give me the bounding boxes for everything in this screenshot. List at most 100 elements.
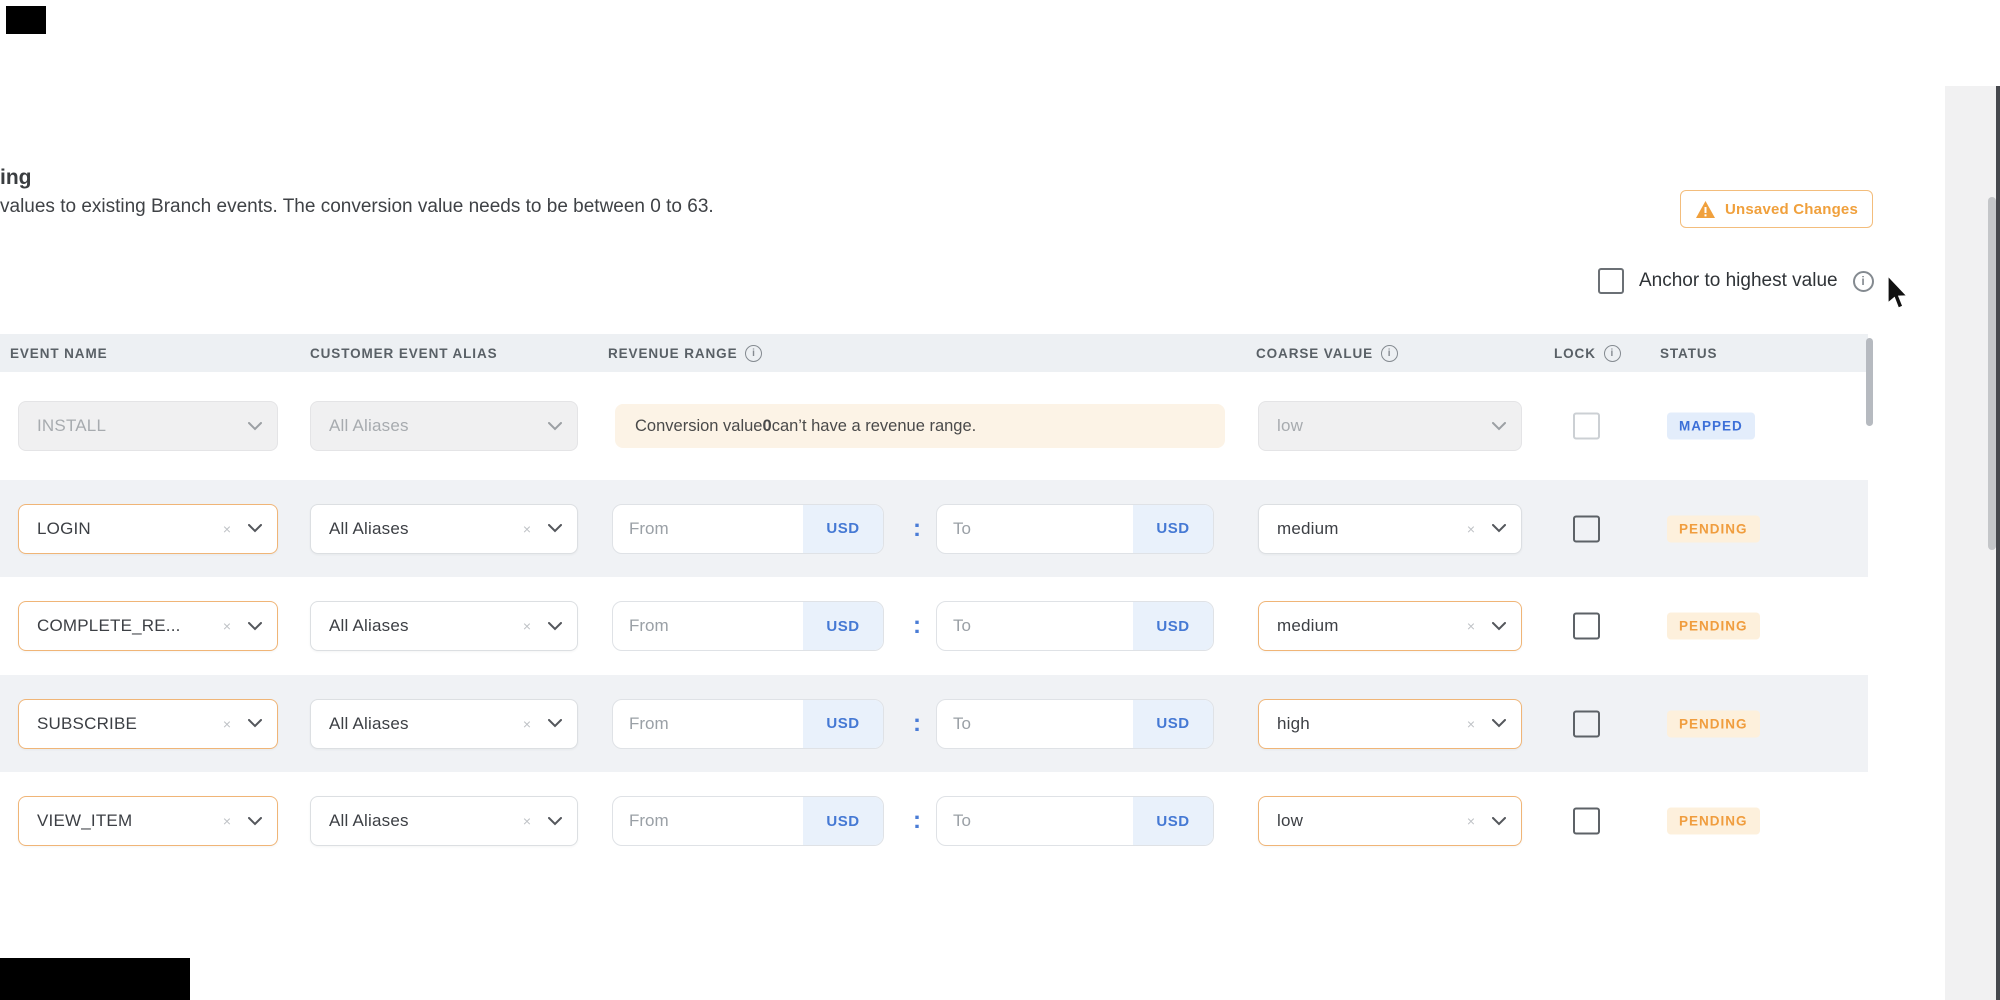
clear-icon[interactable]: × bbox=[222, 813, 231, 829]
status-badge: MAPPED bbox=[1667, 412, 1755, 440]
customer-event-alias-select: All Aliases bbox=[310, 401, 578, 451]
screen-capture-artifact bbox=[0, 958, 190, 1000]
revenue-range-warning: Conversion value 0 can’t have a revenue … bbox=[615, 404, 1225, 448]
currency-chip: USD bbox=[803, 602, 883, 650]
mouse-cursor bbox=[1887, 276, 1909, 309]
unsaved-changes-button[interactable]: Unsaved Changes bbox=[1680, 190, 1873, 228]
anchor-checkbox[interactable] bbox=[1598, 268, 1624, 294]
column-header-customer-event-alias: CUSTOMER EVENT ALIAS bbox=[310, 345, 498, 361]
window-border bbox=[1996, 86, 2000, 1000]
chevron-down-icon bbox=[248, 621, 262, 631]
coarse-value-select: low bbox=[1258, 401, 1522, 451]
window-scrollbar-thumb[interactable] bbox=[1988, 197, 1996, 550]
clear-icon[interactable]: × bbox=[222, 618, 231, 634]
status-badge: PENDING bbox=[1667, 612, 1760, 640]
revenue-from-field: USD bbox=[612, 698, 884, 749]
clear-icon[interactable]: × bbox=[522, 520, 531, 537]
column-header-lock: LOCK i bbox=[1554, 334, 1621, 372]
chevron-down-icon bbox=[1492, 621, 1506, 631]
chevron-down-icon bbox=[1492, 719, 1506, 728]
lock-checkbox[interactable] bbox=[1573, 710, 1600, 737]
column-header-event-name: EVENT NAME bbox=[10, 345, 108, 361]
table-row: VIEW_ITEM × All Aliases × USD : USD bbox=[0, 772, 1868, 870]
screen-capture-artifact bbox=[6, 6, 46, 34]
status-badge: PENDING bbox=[1667, 807, 1760, 835]
chevron-down-icon bbox=[548, 621, 562, 631]
status-badge: PENDING bbox=[1667, 515, 1760, 542]
event-name-select[interactable]: COMPLETE_RE... × bbox=[18, 601, 278, 651]
table-row: INSTALL All Aliases Conversion value 0 c… bbox=[0, 372, 1868, 480]
currency-chip: USD bbox=[803, 504, 883, 553]
lock-info-icon[interactable]: i bbox=[1603, 344, 1621, 362]
revenue-to-field: USD bbox=[936, 796, 1214, 846]
chevron-down-icon bbox=[248, 524, 262, 533]
event-name-select[interactable]: LOGIN × bbox=[18, 503, 278, 554]
chevron-down-icon bbox=[548, 524, 562, 533]
event-name-select[interactable]: VIEW_ITEM × bbox=[18, 796, 278, 846]
coarse-value-info-icon[interactable]: i bbox=[1381, 344, 1399, 362]
revenue-to-field: USD bbox=[936, 698, 1214, 749]
coarse-value-select[interactable]: low × bbox=[1258, 796, 1522, 846]
anchor-to-highest-value-row: Anchor to highest value i bbox=[1598, 264, 1874, 298]
column-header-coarse-value: COARSE VALUE i bbox=[1256, 334, 1399, 372]
clear-icon[interactable]: × bbox=[1466, 715, 1475, 732]
chevron-down-icon bbox=[1492, 524, 1506, 533]
clear-icon[interactable]: × bbox=[1466, 813, 1475, 829]
chevron-down-icon bbox=[548, 719, 562, 728]
currency-chip: USD bbox=[1133, 797, 1213, 845]
table-row: SUBSCRIBE × All Aliases × USD : USD bbox=[0, 675, 1868, 772]
currency-chip: USD bbox=[803, 699, 883, 748]
clear-icon[interactable]: × bbox=[1466, 618, 1475, 634]
event-name-select: INSTALL bbox=[18, 401, 278, 451]
revenue-to-field: USD bbox=[936, 601, 1214, 651]
currency-chip: USD bbox=[1133, 699, 1213, 748]
anchor-checkbox-label: Anchor to highest value bbox=[1639, 270, 1838, 291]
status-badge: PENDING bbox=[1667, 710, 1760, 737]
chevron-down-icon bbox=[548, 421, 562, 431]
warning-triangle-icon bbox=[1695, 200, 1716, 219]
clear-icon[interactable]: × bbox=[222, 520, 231, 537]
customer-event-alias-select[interactable]: All Aliases × bbox=[310, 796, 578, 846]
range-separator: : bbox=[913, 612, 921, 639]
revenue-from-field: USD bbox=[612, 796, 884, 846]
anchor-info-icon[interactable]: i bbox=[1852, 270, 1874, 292]
coarse-value-select[interactable]: high × bbox=[1258, 698, 1522, 749]
chevron-down-icon bbox=[1492, 816, 1506, 826]
clear-icon[interactable]: × bbox=[222, 715, 231, 732]
revenue-from-field: USD bbox=[612, 601, 884, 651]
chevron-down-icon bbox=[548, 816, 562, 826]
coarse-value-select[interactable]: medium × bbox=[1258, 601, 1522, 651]
table-header: EVENT NAME CUSTOMER EVENT ALIAS REVENUE … bbox=[0, 334, 1868, 372]
coarse-value-select[interactable]: medium × bbox=[1258, 503, 1522, 554]
lock-checkbox[interactable] bbox=[1573, 807, 1600, 835]
customer-event-alias-select[interactable]: All Aliases × bbox=[310, 503, 578, 554]
revenue-range-info-icon[interactable]: i bbox=[745, 344, 763, 362]
event-name-select[interactable]: SUBSCRIBE × bbox=[18, 698, 278, 749]
chevron-down-icon bbox=[248, 719, 262, 728]
page-title-fragment: ing bbox=[0, 166, 32, 189]
clear-icon[interactable]: × bbox=[522, 715, 531, 732]
currency-chip: USD bbox=[803, 797, 883, 845]
currency-chip: USD bbox=[1133, 602, 1213, 650]
chevron-down-icon bbox=[248, 421, 262, 431]
chevron-down-icon bbox=[248, 816, 262, 826]
table-row: LOGIN × All Aliases × USD : USD bbox=[0, 480, 1868, 577]
table-scrollbar-thumb[interactable] bbox=[1866, 338, 1873, 426]
table-row: COMPLETE_RE... × All Aliases × USD : USD bbox=[0, 577, 1868, 675]
range-separator: : bbox=[913, 514, 921, 542]
customer-event-alias-select[interactable]: All Aliases × bbox=[310, 698, 578, 749]
lock-checkbox[interactable] bbox=[1573, 612, 1600, 640]
column-header-status: STATUS bbox=[1660, 345, 1718, 361]
clear-icon[interactable]: × bbox=[522, 618, 531, 634]
lock-checkbox[interactable] bbox=[1573, 515, 1600, 542]
page-description: values to existing Branch events. The co… bbox=[0, 196, 714, 217]
clear-icon[interactable]: × bbox=[1466, 520, 1475, 537]
currency-chip: USD bbox=[1133, 504, 1213, 553]
revenue-to-field: USD bbox=[936, 503, 1214, 554]
unsaved-changes-label: Unsaved Changes bbox=[1724, 200, 1859, 218]
clear-icon[interactable]: × bbox=[522, 813, 531, 829]
customer-event-alias-select[interactable]: All Aliases × bbox=[310, 601, 578, 651]
chevron-down-icon bbox=[1492, 421, 1506, 431]
column-header-revenue-range: REVENUE RANGE i bbox=[608, 334, 763, 372]
